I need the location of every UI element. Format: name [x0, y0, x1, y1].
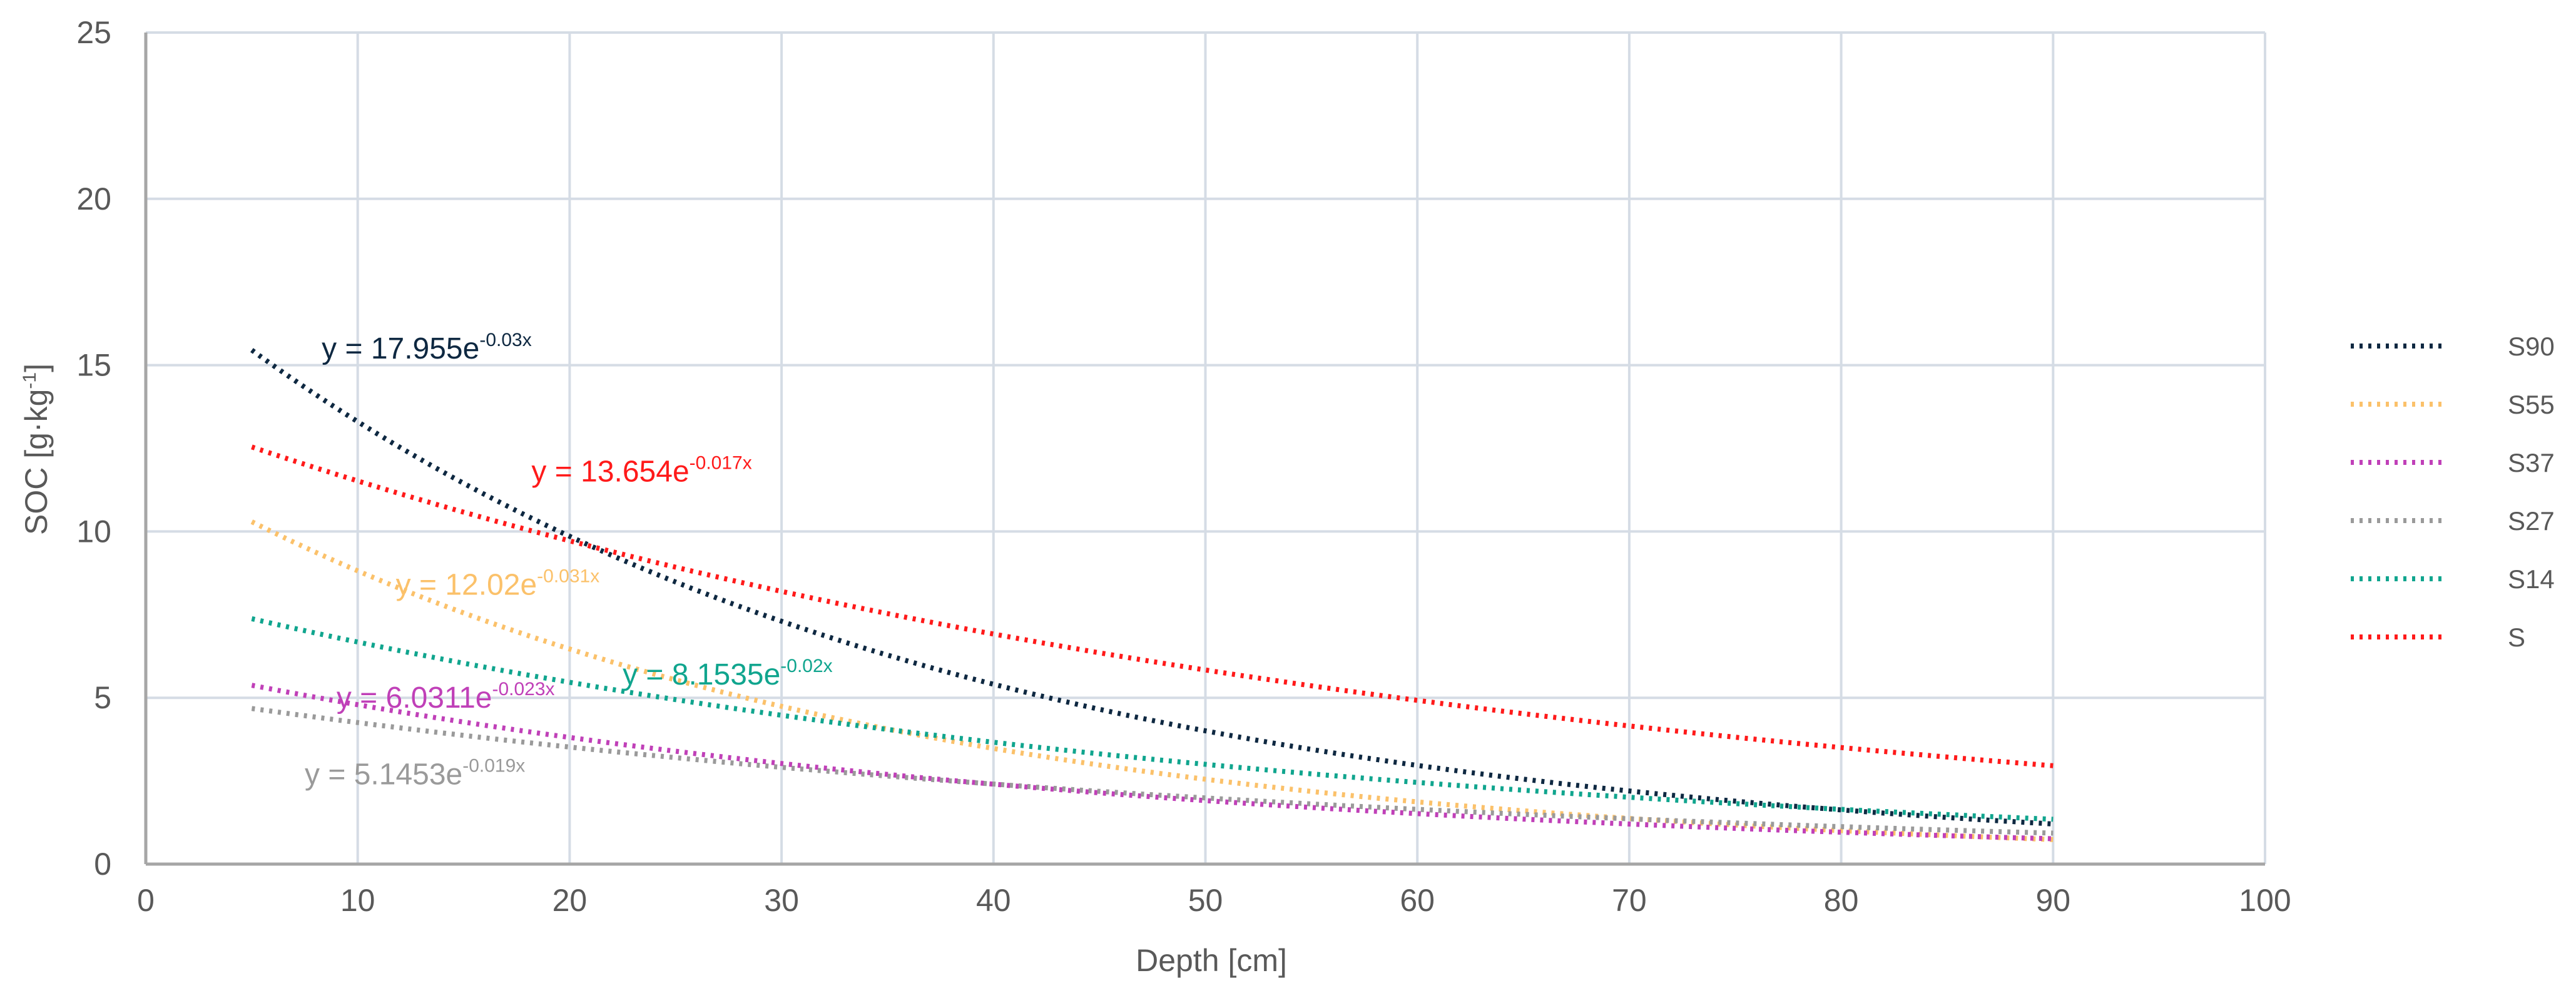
- equation-main-s90: y = 17.955e: [322, 332, 479, 365]
- equation-s14: y = 8.1535e-0.02x: [623, 656, 833, 691]
- trendline-equations: y = 17.955e-0.03x y = 12.02e-0.031x y = 6.…: [305, 330, 833, 791]
- x-tick-label-0: 0: [137, 883, 155, 918]
- series-line-s14: [251, 616, 2054, 822]
- y-axis-title: SOC [g·kg-1]: [19, 364, 54, 535]
- equation-s: y = 13.654e-0.017x: [531, 453, 751, 489]
- y-tick-label-20: 20: [76, 181, 111, 216]
- legend-item-s55: S55: [2351, 390, 2555, 419]
- equation-s55: y = 12.02e-0.031x: [396, 566, 600, 601]
- series-line-s: [251, 444, 2054, 768]
- x-tick-label-80: 80: [1824, 883, 1859, 918]
- legend-item-s14: S14: [2351, 564, 2555, 594]
- equation-main-s14: y = 8.1535e: [623, 658, 780, 691]
- legend-label-s27: S27: [2508, 506, 2555, 536]
- y-axis-title-main: SOC [g·kg: [19, 389, 54, 535]
- y-axis-title-sup: -1: [19, 372, 40, 389]
- equation-s37: y = 6.0311e-0.023x: [337, 679, 555, 715]
- series-lines: [250, 348, 2054, 842]
- y-tick-label-0: 0: [94, 847, 111, 882]
- equation-main-s37: y = 6.0311e: [337, 681, 492, 715]
- gridlines: [145, 31, 2266, 865]
- equation-exponent-s55: -0.031x: [537, 566, 599, 586]
- y-tick-label-25: 25: [76, 15, 111, 50]
- equation-exponent-s90: -0.03x: [479, 330, 531, 350]
- x-tick-label-100: 100: [2239, 883, 2291, 918]
- x-axis-title: Depth [cm]: [1136, 943, 1287, 978]
- x-tick-label-20: 20: [552, 883, 588, 918]
- equation-main-s27: y = 5.1453e: [305, 758, 462, 791]
- legend-label-s37: S37: [2508, 448, 2555, 477]
- legend-label-s: S: [2508, 623, 2525, 652]
- legend-label-s55: S55: [2508, 390, 2555, 419]
- legend-item-s27: S27: [2351, 506, 2555, 536]
- equation-main-s55: y = 12.02e: [396, 568, 537, 601]
- x-tick-label-30: 30: [764, 883, 799, 918]
- legend-item-s37: S37: [2351, 448, 2555, 477]
- equation-main-s: y = 13.654e: [531, 456, 689, 489]
- series-line-s55: [250, 519, 2054, 842]
- equation-exponent-s14: -0.02x: [780, 656, 832, 676]
- x-tick-label-50: 50: [1188, 883, 1223, 918]
- x-tick-label-90: 90: [2035, 883, 2070, 918]
- axes: [144, 33, 2265, 866]
- series-line-s90: [250, 348, 2054, 827]
- y-tick-labels: 0 5 10 15 20 25: [76, 15, 111, 882]
- series-line-s27: [251, 706, 2054, 836]
- x-tick-label-60: 60: [1400, 883, 1435, 918]
- y-tick-label-5: 5: [94, 680, 111, 715]
- legend: S90 S55 S37 S27 S14 S: [2351, 332, 2555, 652]
- x-tick-labels: 0 10 20 30 40 50 60 70 80 90 100: [137, 883, 2291, 918]
- equation-s90: y = 17.955e-0.03x: [322, 330, 532, 365]
- y-tick-label-15: 15: [76, 348, 111, 383]
- x-tick-label-40: 40: [976, 883, 1011, 918]
- y-tick-label-10: 10: [76, 514, 111, 549]
- equation-exponent-s27: -0.019x: [462, 755, 525, 776]
- legend-label-s14: S14: [2508, 564, 2555, 594]
- legend-item-s: S: [2351, 623, 2525, 652]
- y-axis-title-end: ]: [19, 364, 54, 372]
- x-tick-label-10: 10: [340, 883, 375, 918]
- equation-s27: y = 5.1453e-0.019x: [305, 755, 525, 791]
- legend-item-s90: S90: [2351, 332, 2555, 361]
- x-tick-label-70: 70: [1612, 883, 1647, 918]
- equation-exponent-s37: -0.023x: [492, 679, 554, 700]
- equation-exponent-s: -0.017x: [690, 453, 752, 474]
- series-line-s37: [251, 683, 2054, 842]
- legend-label-s90: S90: [2508, 332, 2555, 361]
